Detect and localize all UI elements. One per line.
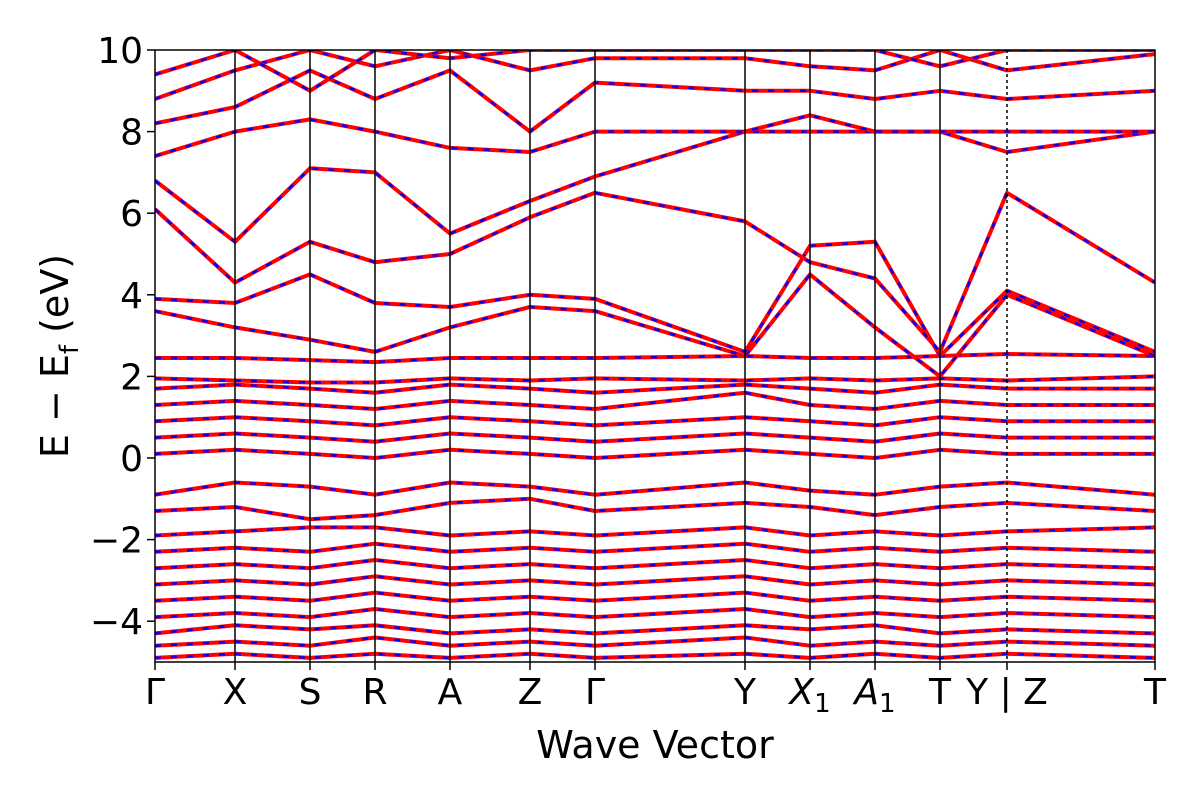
band-23-solid	[155, 68, 1155, 134]
x-tick-label: X1	[787, 672, 830, 719]
x-tick-label: S	[299, 672, 322, 713]
x-tick-label: Γ	[145, 672, 165, 713]
band-21-dashed	[155, 130, 1155, 244]
y-tick-label: 0	[120, 439, 143, 480]
y-axis-title-sub: f	[55, 344, 85, 354]
x-tick-label: A1	[852, 672, 895, 719]
band-21-solid	[155, 129, 1155, 244]
x-tick-label: Z	[518, 672, 543, 713]
y-tick-label: 8	[120, 113, 143, 154]
x-tick-label: Y	[733, 672, 757, 713]
x-axis-title: Wave Vector	[536, 723, 774, 767]
y-axis-title-unit: (eV)	[33, 254, 77, 345]
band-9-solid	[155, 496, 1155, 522]
y-tick-label: 2	[120, 357, 143, 398]
x-tick-label: X	[223, 672, 248, 713]
y-axis-ticks: −4 −2 0 2 4 6 8 10	[90, 31, 155, 643]
x-tick-label: T	[1143, 672, 1167, 713]
x-tick-label: T	[928, 672, 952, 713]
x-tick-label: R	[362, 672, 387, 713]
band-10-solid	[155, 480, 1155, 497]
band-14-solid	[155, 390, 1155, 411]
x-axis-ticks: Γ X S R A Z Γ Y X1 A1 T Y | Z T	[145, 662, 1167, 719]
x-tick-label: A	[438, 672, 463, 713]
x-tick-label: Γ	[585, 672, 605, 713]
y-tick-label: −2	[90, 521, 143, 562]
y-tick-label: −4	[90, 602, 143, 643]
band-23-dashed	[155, 68, 1155, 134]
y-tick-label: 6	[120, 194, 143, 235]
y-tick-label: 10	[97, 31, 143, 72]
y-axis-title: E − Ef (eV)	[33, 254, 85, 458]
plot-frame	[154, 49, 1156, 663]
y-tick-label: 4	[120, 276, 143, 317]
kpoint-dividers	[234, 50, 1008, 662]
bands-layer	[155, 50, 1155, 660]
x-tick-label: Y | Z	[965, 672, 1048, 713]
y-axis-title-main: E − E	[33, 354, 77, 458]
